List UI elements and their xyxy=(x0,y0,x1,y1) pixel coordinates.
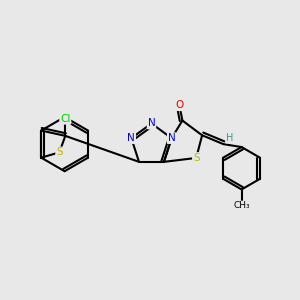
Text: S: S xyxy=(193,153,200,163)
Text: S: S xyxy=(56,147,63,158)
Text: CH₃: CH₃ xyxy=(233,201,250,210)
Text: N: N xyxy=(148,118,155,128)
Text: Cl: Cl xyxy=(60,114,70,124)
Text: H: H xyxy=(226,133,233,142)
Text: N: N xyxy=(128,133,135,143)
Text: N: N xyxy=(168,133,176,143)
Text: O: O xyxy=(175,100,184,110)
